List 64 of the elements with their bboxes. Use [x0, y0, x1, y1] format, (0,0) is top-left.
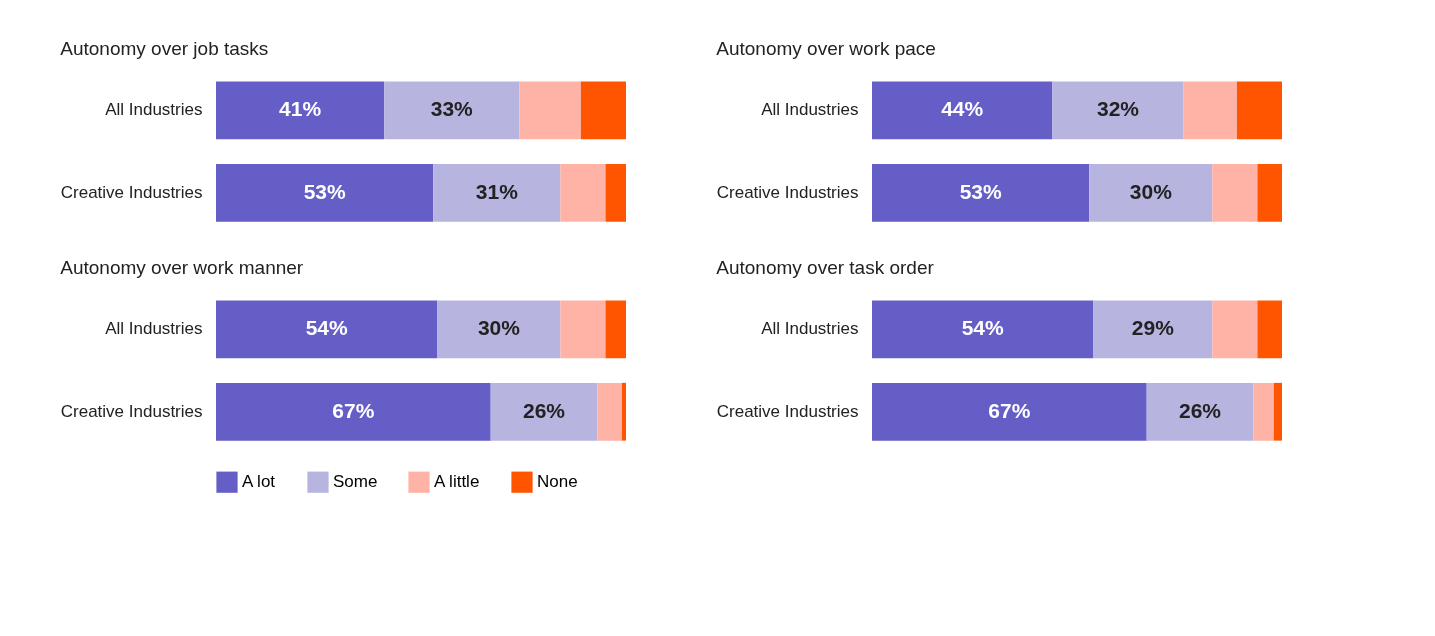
bar	[384, 81, 520, 140]
bar	[872, 382, 1147, 441]
data-label: 26%	[522, 398, 566, 422]
bar	[560, 300, 606, 359]
bar	[216, 81, 385, 140]
bar	[1052, 81, 1184, 140]
bar	[216, 300, 438, 359]
chart-title: Autonomy over job tasks	[60, 38, 269, 59]
y-tick-label: Creative Industries	[716, 401, 859, 421]
y-tick-label: All Industries	[105, 319, 203, 339]
bar	[519, 81, 581, 140]
data-label: 32%	[1096, 97, 1140, 121]
bar	[1146, 382, 1254, 441]
bar	[490, 382, 598, 441]
bar	[872, 81, 1053, 140]
data-label: 54%	[305, 316, 349, 340]
bar	[1236, 81, 1282, 140]
y-tick-label: Creative Industries	[716, 182, 859, 202]
data-label: 41%	[279, 97, 322, 121]
data-label: 29%	[1131, 316, 1175, 340]
bar	[1257, 163, 1282, 222]
data-label: 44%	[941, 97, 984, 121]
bar	[580, 81, 626, 140]
chart-title: Autonomy over work manner	[60, 257, 304, 278]
y-tick-label: Creative Industries	[60, 401, 203, 421]
y-tick-label: Creative Industries	[60, 182, 203, 202]
legend-label: A little	[434, 472, 480, 492]
legend-label: Some	[333, 472, 378, 492]
data-label: 31%	[475, 179, 519, 203]
bar	[621, 382, 626, 441]
legend-label: A lot	[242, 472, 276, 492]
data-label: 54%	[961, 316, 1005, 340]
data-label: 30%	[1129, 179, 1173, 203]
bar	[872, 300, 1094, 359]
bar	[216, 163, 434, 222]
data-label: 53%	[959, 179, 1002, 203]
data-label: 67%	[988, 398, 1031, 422]
bar	[1273, 382, 1282, 441]
bar	[872, 163, 1090, 222]
bar	[216, 382, 491, 441]
legend-label: None	[537, 472, 578, 492]
bar	[437, 300, 561, 359]
data-label: 30%	[477, 316, 521, 340]
data-label: 53%	[303, 179, 346, 203]
bar	[605, 300, 626, 359]
bar	[1253, 382, 1274, 441]
data-label: 33%	[430, 97, 474, 121]
bar	[1212, 300, 1258, 359]
bar	[560, 163, 606, 222]
y-tick-label: All Industries	[761, 319, 859, 339]
bar	[605, 163, 626, 222]
chart-title: Autonomy over task order	[716, 257, 935, 278]
bar	[597, 382, 622, 441]
bar	[1089, 163, 1213, 222]
bar	[1212, 163, 1258, 222]
bar	[1093, 300, 1213, 359]
bar	[1257, 300, 1282, 359]
data-label: 67%	[332, 398, 375, 422]
chart-title: Autonomy over work pace	[716, 38, 936, 59]
data-label: 26%	[1178, 398, 1222, 422]
y-tick-label: All Industries	[761, 100, 859, 120]
y-tick-label: All Industries	[105, 100, 203, 120]
bar	[1183, 81, 1237, 140]
bar	[433, 163, 561, 222]
